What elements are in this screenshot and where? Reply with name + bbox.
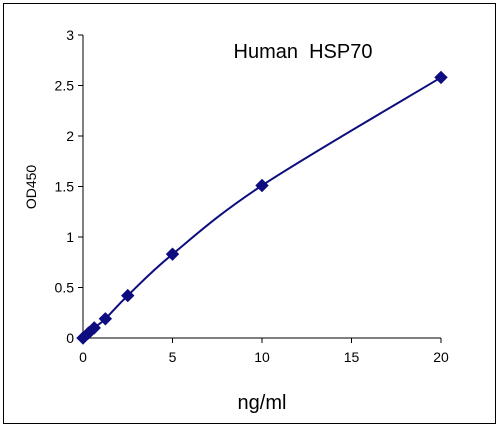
- x-tick-label: 0: [79, 349, 87, 365]
- y-tick-label: 1: [66, 229, 74, 245]
- data-point: [434, 70, 448, 85]
- data-point: [98, 312, 113, 326]
- y-tick-label: 3: [66, 27, 74, 43]
- x-tick-label: 10: [254, 349, 270, 365]
- data-point: [121, 288, 135, 303]
- y-tick-label: 2.5: [55, 78, 75, 94]
- fit-curve: [82, 76, 442, 339]
- y-tick-label: 0: [66, 330, 74, 346]
- y-ticks: 0 0.5 1 1.5 2 2.5 3: [55, 27, 83, 346]
- y-tick-label: 0.5: [55, 280, 75, 296]
- x-tick-label: 20: [433, 349, 449, 365]
- data-point: [255, 178, 269, 193]
- x-axis-title: ng/ml: [238, 392, 287, 414]
- chart-frame: [3, 3, 496, 424]
- y-tick-label: 1.5: [55, 179, 75, 195]
- data-point: [165, 247, 180, 261]
- x-tick-label: 5: [169, 349, 177, 365]
- chart-title: Human HSP70: [234, 41, 373, 63]
- data-point: [87, 321, 101, 335]
- y-axis-title: OD450: [23, 165, 39, 210]
- y-tick-label: 2: [66, 128, 74, 144]
- x-tick-label: 15: [344, 349, 360, 365]
- data-points: [76, 70, 448, 345]
- x-ticks: 0 5 10 15 20: [79, 338, 449, 365]
